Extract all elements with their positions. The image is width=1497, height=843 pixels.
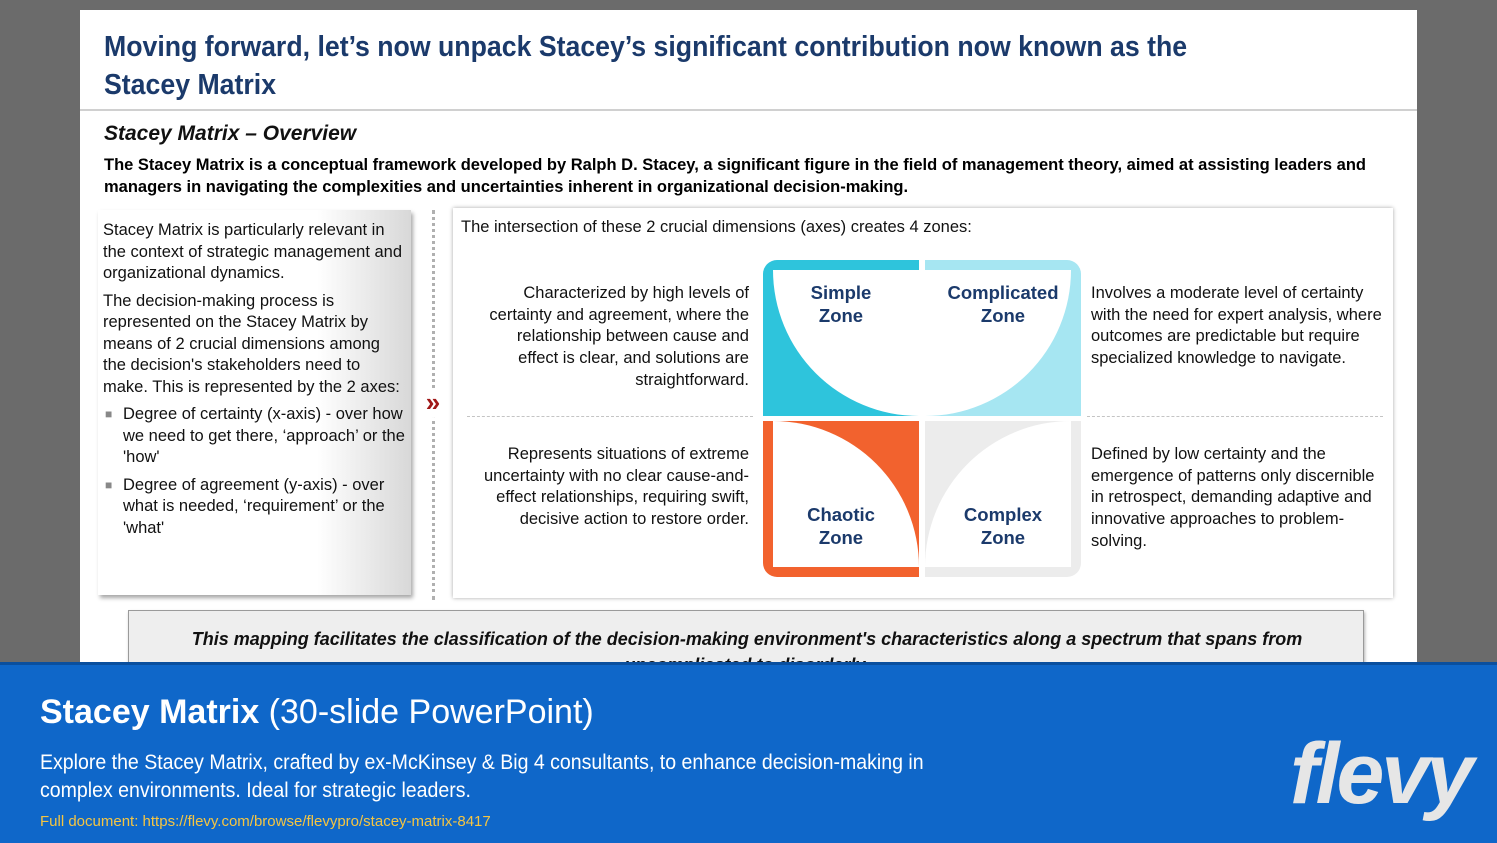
chaotic-zone: Chaotic Zone xyxy=(763,421,919,577)
banner-title: Stacey Matrix (30-slide PowerPoint) xyxy=(40,693,594,732)
title-divider xyxy=(80,109,1417,111)
slide: Moving forward, let’s now unpack Stacey’… xyxy=(80,10,1417,670)
complex-zone-label: Complex Zone xyxy=(963,504,1043,548)
left-panel: Stacey Matrix is particularly relevant i… xyxy=(98,210,411,595)
simple-zone-label: Simple Zone xyxy=(810,282,872,326)
simple-zone: Simple Zone xyxy=(763,260,919,416)
banner-title-rest: (30-slide PowerPoint) xyxy=(259,693,594,731)
banner-title-bold: Stacey Matrix xyxy=(40,693,260,731)
zones-intro: The intersection of these 2 crucial dime… xyxy=(461,218,972,236)
complicated-zone: Complicated Zone xyxy=(925,260,1081,416)
list-item-text: Degree of certainty (x-axis) - over how … xyxy=(123,405,405,466)
complex-zone-description: Defined by low certainty and the emergen… xyxy=(1091,445,1375,550)
banner-description: Explore the Stacey Matrix, crafted by ex… xyxy=(40,751,924,802)
simple-zone-description: Characterized by high levels of certaint… xyxy=(489,284,749,389)
right-panel: The intersection of these 2 crucial dime… xyxy=(453,208,1393,598)
complex-zone: Complex Zone xyxy=(925,421,1081,577)
promo-banner: Stacey Matrix (30-slide PowerPoint) Expl… xyxy=(0,662,1497,843)
dashed-separator-left xyxy=(467,416,753,417)
summary-callout: This mapping facilitates the classificat… xyxy=(128,610,1364,670)
list-item-text: Degree of agreement (y-axis) - over what… xyxy=(123,475,385,537)
flevy-logo[interactable]: flevy xyxy=(1290,726,1474,822)
list-item: ■ Degree of agreement (y-axis) - over wha… xyxy=(103,475,405,540)
chaotic-zone-label: Chaotic Zone xyxy=(807,504,875,548)
chaotic-zone-description: Represents situations of extreme uncerta… xyxy=(483,445,749,529)
intro-text: The Stacey Matrix is a conceptual framew… xyxy=(104,156,1366,196)
complicated-zone-description: Involves a moderate level of certainty w… xyxy=(1091,284,1382,368)
complicated-zone-label: Complicated Zone xyxy=(947,282,1059,326)
document-link[interactable]: Full document: https://flevy.com/browse/… xyxy=(40,813,491,830)
axes-list: ■ Degree of certainty (x-axis) - over how… xyxy=(103,404,405,539)
bullet-icon: ■ xyxy=(105,407,113,421)
section-subtitle: Stacey Matrix – Overview xyxy=(104,122,357,145)
bullet-icon: ■ xyxy=(105,477,113,492)
dashed-separator-right xyxy=(1087,416,1383,417)
double-chevron-right-icon: » xyxy=(418,388,448,418)
slide-title: Moving forward, let’s now unpack Stacey’… xyxy=(104,31,1188,101)
list-item: ■ Degree of certainty (x-axis) - over how… xyxy=(103,404,405,469)
left-paragraph-2: The decision-making process is represent… xyxy=(103,291,400,396)
left-paragraph-1: Stacey Matrix is particularly relevant i… xyxy=(103,221,403,282)
